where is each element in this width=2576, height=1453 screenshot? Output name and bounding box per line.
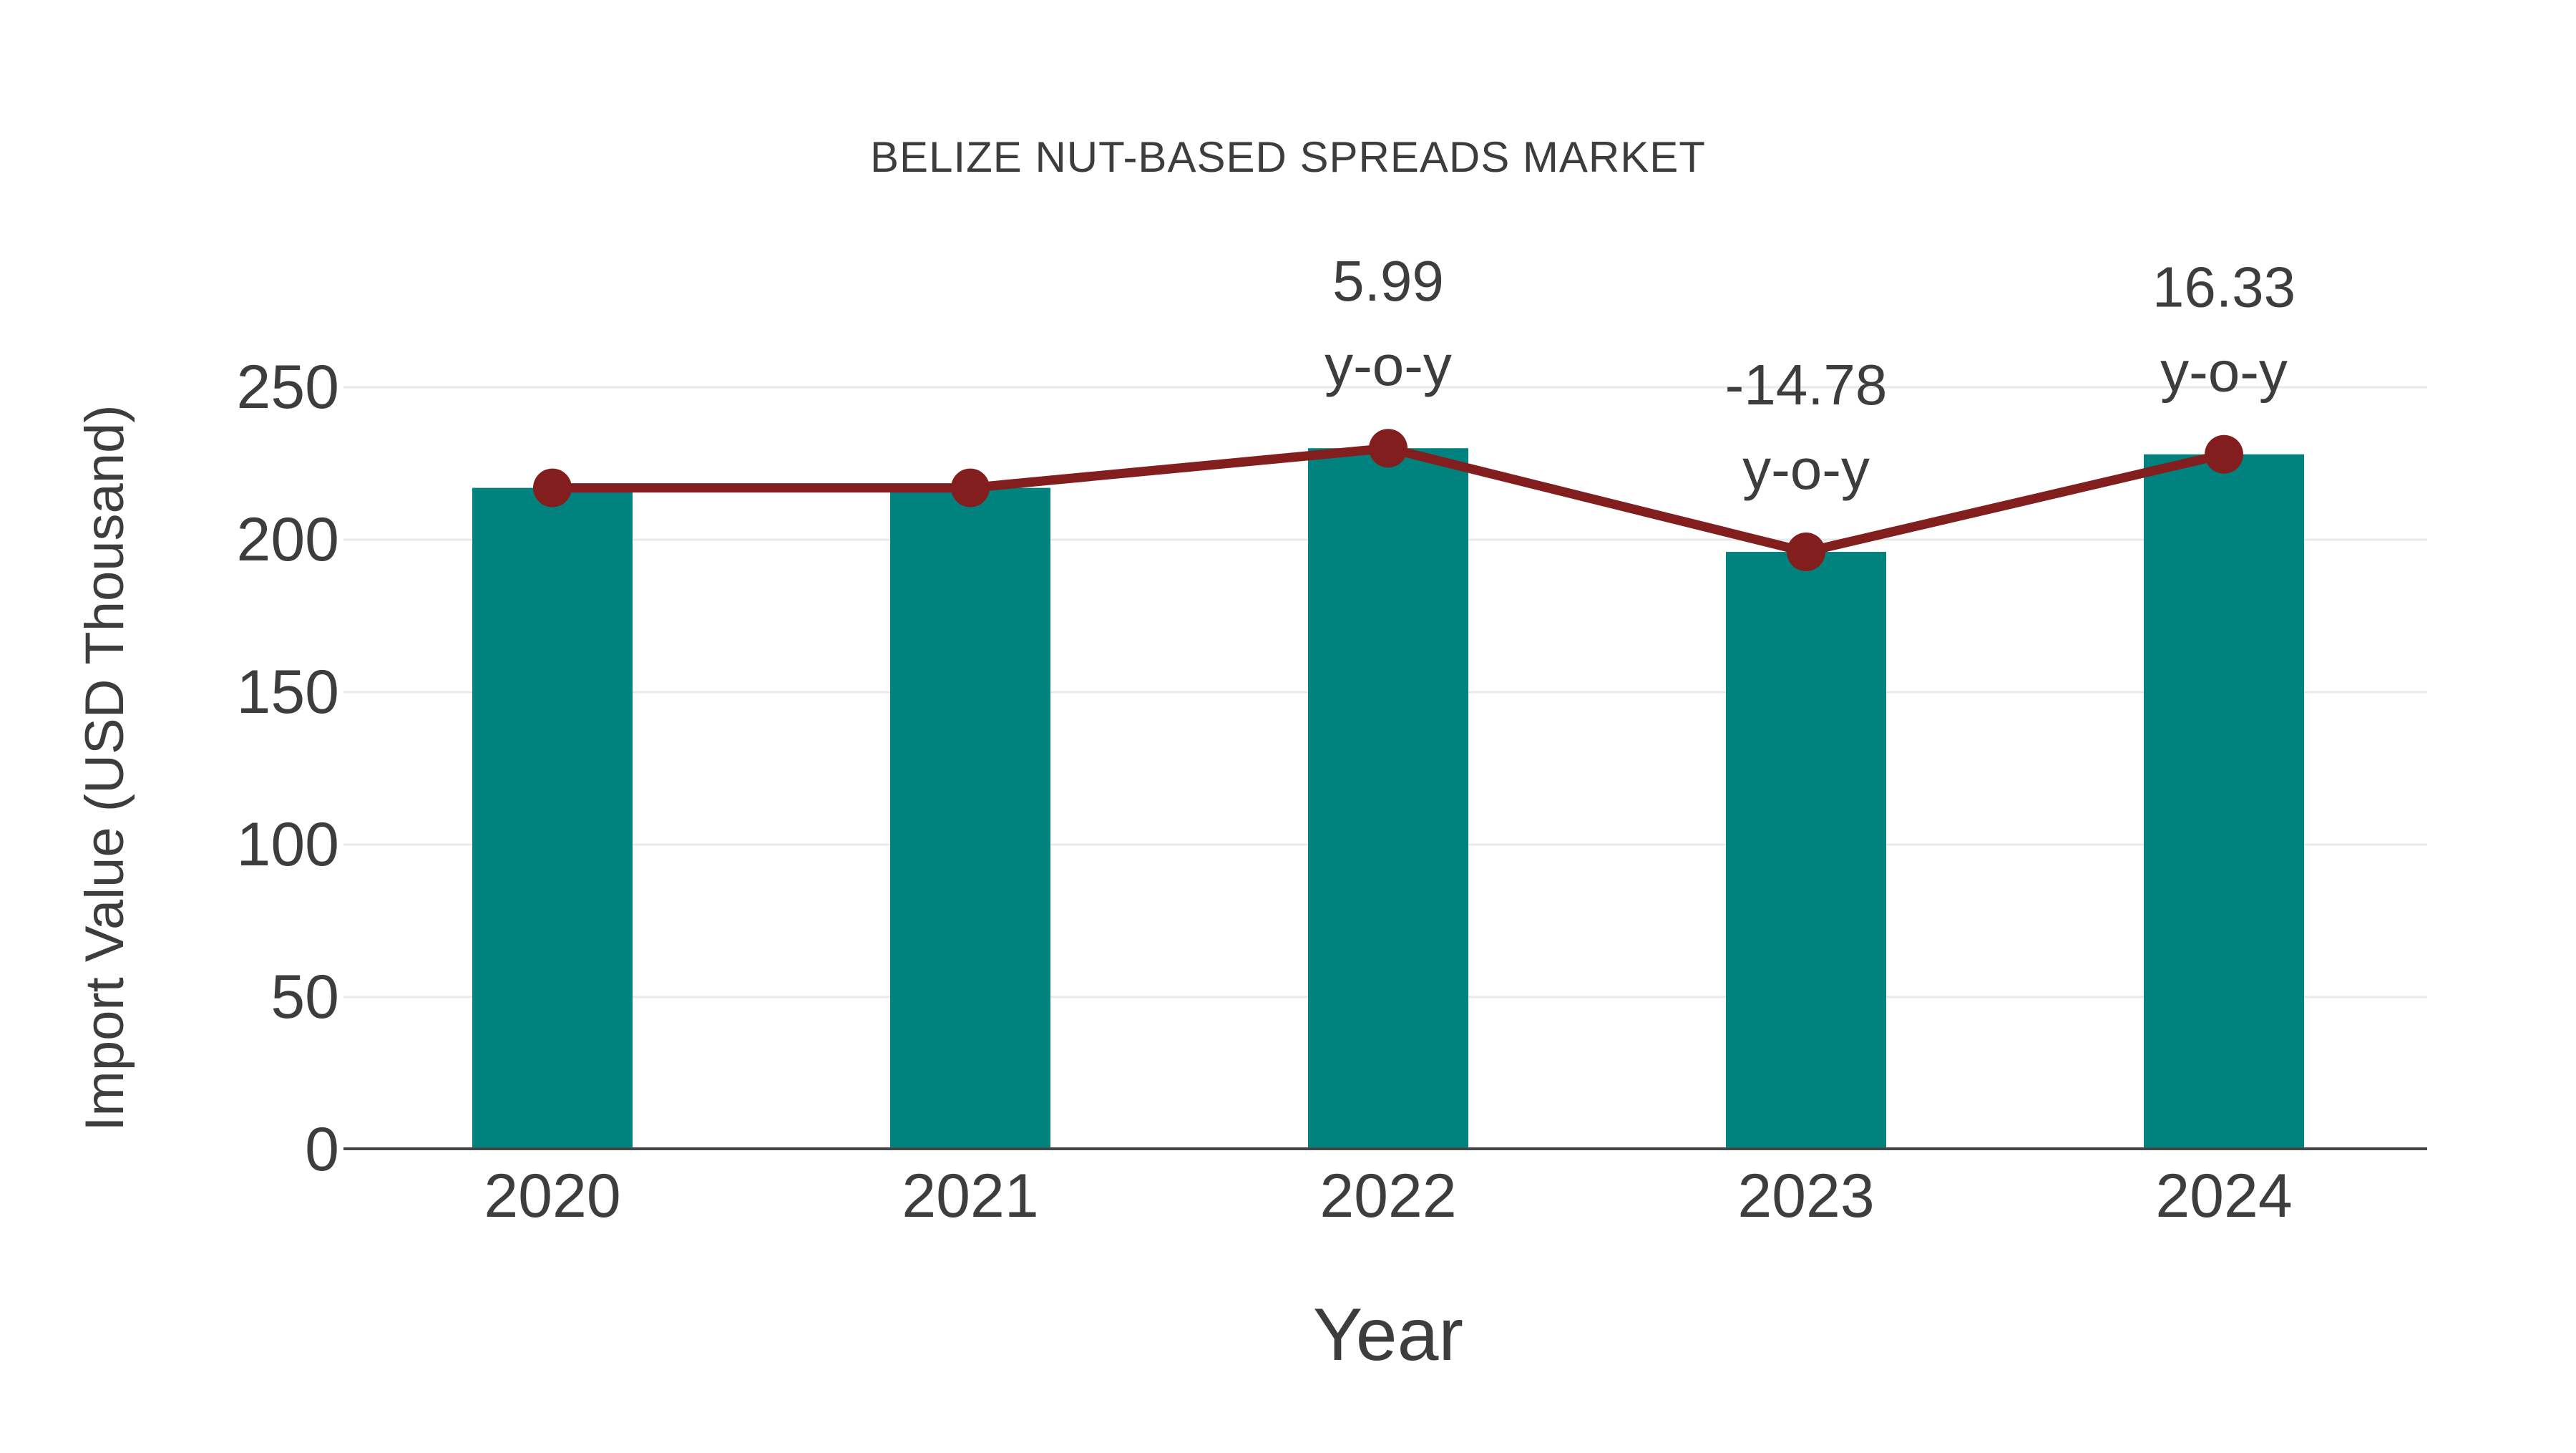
y-tick-label-50: 50 [270,963,339,1031]
annotation-2024-value: 16.33 [2152,256,2296,319]
bar-2024 [2144,454,2304,1150]
y-axis-title: Import Value (USD Thousand) [74,404,135,1131]
annotation-2023-value: -14.78 [1725,353,1888,417]
trend-marker-2021 [951,468,990,507]
x-tick-label-2023: 2023 [1737,1162,1874,1230]
bar-2020 [472,487,633,1150]
tick-labels-layer: 0 50 100 150 200 250 2020 2021 2022 2023 2024 [237,353,2293,1230]
x-axis-title: Year [1313,1293,1463,1376]
x-tick-label-2022: 2022 [1319,1162,1456,1230]
y-tick-label-0: 0 [305,1115,339,1184]
y-tick-label-200: 200 [237,505,340,574]
bars-layer [472,448,2304,1150]
annotation-2023-suffix: y-o-y [1742,437,1870,501]
bar-2023 [1726,552,1886,1150]
annotations-layer: 5.99 y-o-y -14.78 y-o-y 16.33 y-o-y [1324,249,2296,501]
annotation-2022-suffix: y-o-y [1324,334,1452,397]
y-tick-label-150: 150 [237,658,340,726]
annotation-2022-value: 5.99 [1332,249,1444,313]
trend-marker-2020 [533,468,572,507]
trend-marker-2023 [1787,533,1825,572]
x-tick-label-2024: 2024 [2155,1162,2292,1230]
y-tick-label-250: 250 [237,353,340,422]
y-tick-label-100: 100 [237,810,340,879]
trend-marker-2024 [2205,434,2243,474]
trend-marker-2022 [1369,429,1407,468]
x-tick-label-2020: 2020 [484,1162,620,1230]
trend-line-layer [533,429,2243,572]
annotation-2024-suffix: y-o-y [2160,340,2288,404]
bar-2022 [1308,448,1468,1150]
x-tick-label-2021: 2021 [902,1162,1038,1230]
chart-title: BELIZE NUT-BASED SPREADS MARKET [870,133,1706,181]
bar-2021 [890,487,1050,1150]
